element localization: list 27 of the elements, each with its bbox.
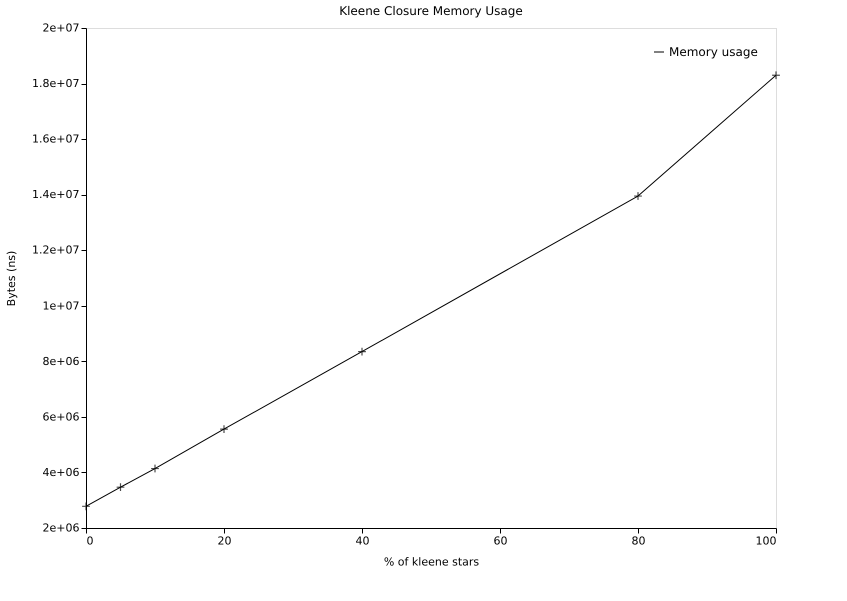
- point: [82, 502, 90, 511]
- x-tick-label: 100: [756, 534, 776, 548]
- chart-title: Kleene Closure Memory Usage: [339, 4, 523, 18]
- x-tick-label: 60: [494, 534, 508, 548]
- point: [358, 347, 366, 356]
- x-axis-title: % of kleene stars: [384, 556, 480, 568]
- y-axis-title: Bytes (ns): [5, 250, 18, 306]
- y-tick-label: 1.2e+07: [32, 244, 80, 257]
- x-tick-label: 20: [218, 534, 232, 548]
- y-tick-label: 6e+06: [42, 410, 80, 424]
- y-tick-label: 2e+07: [42, 22, 80, 34]
- y-tick-label: 2e+06: [42, 522, 80, 534]
- x-tick-label: 80: [632, 534, 646, 548]
- point: [634, 192, 642, 201]
- y-tick-label: 1.6e+07: [32, 132, 80, 146]
- point: [772, 70, 780, 80]
- y-tick-label: 4e+06: [42, 466, 80, 479]
- y-tick-label: 1.8e+07: [32, 77, 80, 90]
- point: [220, 424, 228, 434]
- y-tick-label: 1.4e+07: [32, 188, 80, 202]
- point: [116, 482, 125, 492]
- x-tick-label: 40: [356, 534, 370, 548]
- y-tick-label: 8e+06: [42, 354, 80, 368]
- y-tick-label: 1e+07: [42, 299, 80, 312]
- x-tick-label: 0: [86, 534, 94, 548]
- legend-label: Memory usage: [669, 45, 758, 59]
- point: [150, 464, 160, 474]
